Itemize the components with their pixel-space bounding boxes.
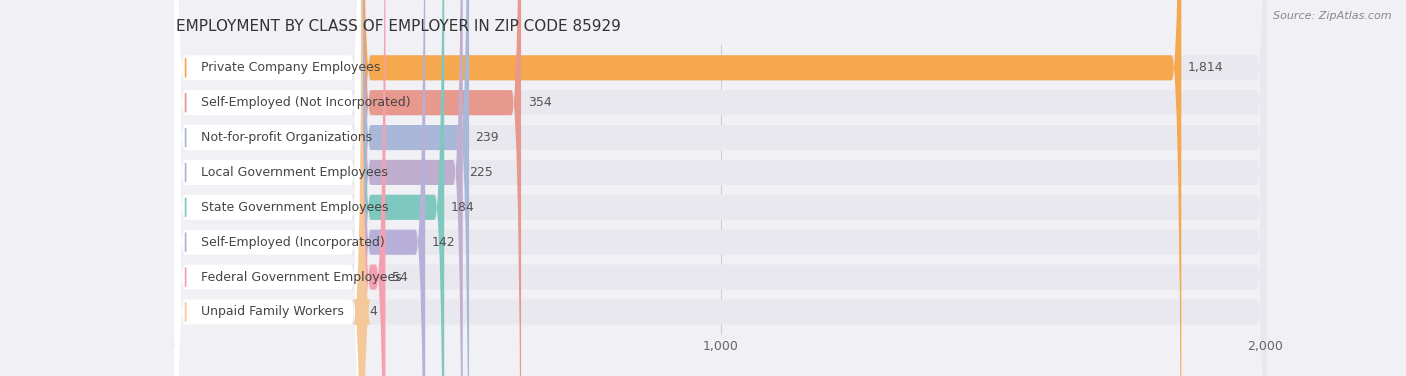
Text: 239: 239 <box>475 131 499 144</box>
FancyBboxPatch shape <box>353 0 371 376</box>
Text: Self-Employed (Not Incorporated): Self-Employed (Not Incorporated) <box>201 96 411 109</box>
Text: 142: 142 <box>432 236 456 249</box>
Text: 184: 184 <box>451 201 474 214</box>
Text: 1,814: 1,814 <box>1188 61 1223 74</box>
FancyBboxPatch shape <box>174 0 1267 376</box>
Text: Unpaid Family Workers: Unpaid Family Workers <box>201 305 343 318</box>
Text: Local Government Employees: Local Government Employees <box>201 166 388 179</box>
FancyBboxPatch shape <box>174 0 361 376</box>
FancyBboxPatch shape <box>174 0 361 376</box>
FancyBboxPatch shape <box>361 0 522 376</box>
FancyBboxPatch shape <box>174 0 361 376</box>
Text: Federal Government Employees: Federal Government Employees <box>201 271 402 284</box>
Text: 225: 225 <box>470 166 494 179</box>
FancyBboxPatch shape <box>361 0 470 376</box>
FancyBboxPatch shape <box>174 0 1267 376</box>
Text: State Government Employees: State Government Employees <box>201 201 388 214</box>
FancyBboxPatch shape <box>361 0 425 376</box>
Text: Source: ZipAtlas.com: Source: ZipAtlas.com <box>1274 11 1392 21</box>
Text: Private Company Employees: Private Company Employees <box>201 61 380 74</box>
FancyBboxPatch shape <box>174 0 361 376</box>
FancyBboxPatch shape <box>361 0 1181 376</box>
FancyBboxPatch shape <box>174 0 1267 376</box>
FancyBboxPatch shape <box>174 0 1267 376</box>
FancyBboxPatch shape <box>174 0 1267 376</box>
FancyBboxPatch shape <box>174 0 361 376</box>
FancyBboxPatch shape <box>174 0 1267 376</box>
Text: 4: 4 <box>370 305 377 318</box>
FancyBboxPatch shape <box>174 0 1267 376</box>
FancyBboxPatch shape <box>174 0 361 376</box>
FancyBboxPatch shape <box>361 0 444 376</box>
FancyBboxPatch shape <box>361 0 385 376</box>
FancyBboxPatch shape <box>174 0 1267 376</box>
FancyBboxPatch shape <box>174 0 361 376</box>
Text: Self-Employed (Incorporated): Self-Employed (Incorporated) <box>201 236 385 249</box>
FancyBboxPatch shape <box>174 0 361 376</box>
FancyBboxPatch shape <box>361 0 463 376</box>
Text: 354: 354 <box>527 96 551 109</box>
Text: 54: 54 <box>392 271 408 284</box>
Text: EMPLOYMENT BY CLASS OF EMPLOYER IN ZIP CODE 85929: EMPLOYMENT BY CLASS OF EMPLOYER IN ZIP C… <box>176 19 620 34</box>
Text: Not-for-profit Organizations: Not-for-profit Organizations <box>201 131 373 144</box>
